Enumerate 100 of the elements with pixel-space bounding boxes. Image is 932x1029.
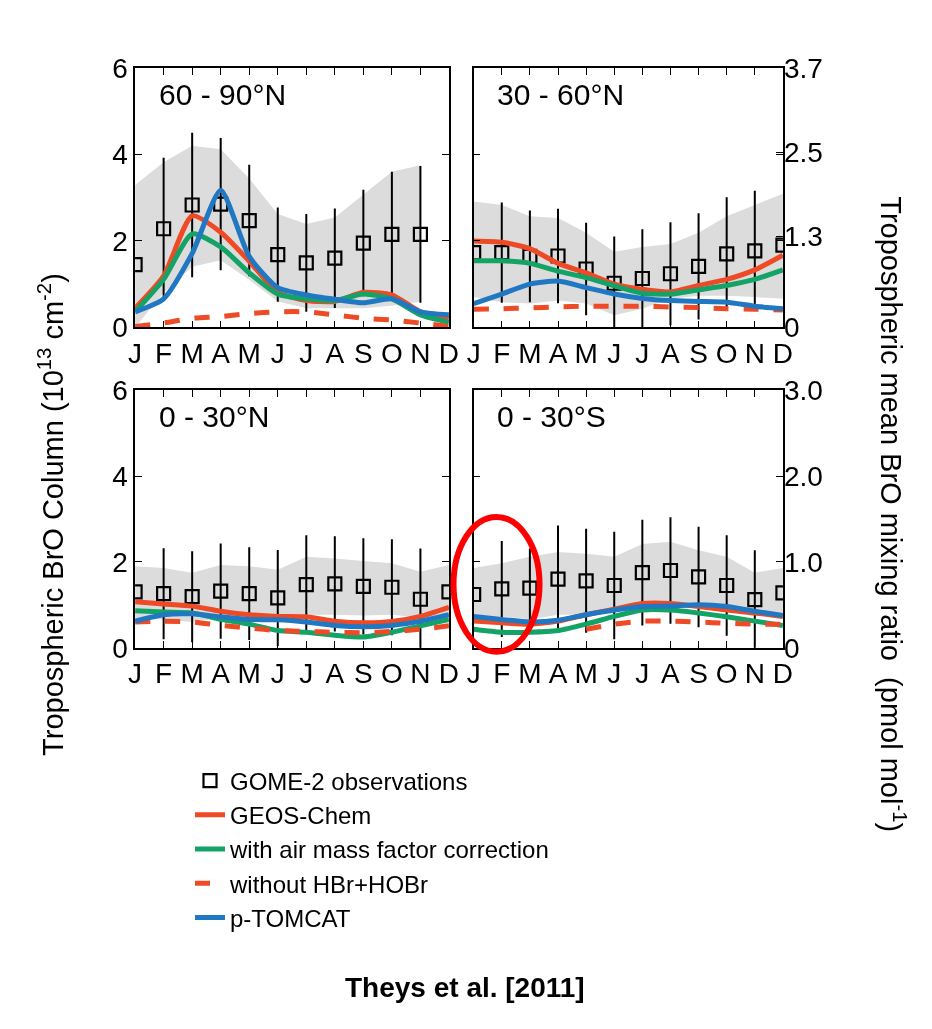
x-tick-label: M — [180, 337, 204, 369]
point — [578, 573, 594, 589]
y-tick-label: 6 — [112, 375, 128, 407]
point — [327, 576, 343, 592]
point — [719, 577, 735, 594]
chart-title: 0 - 30°N — [159, 400, 270, 433]
x-tick-label: A — [661, 337, 681, 369]
x-tick-label: M — [180, 658, 204, 690]
y-tick-label: 4 — [112, 139, 128, 171]
point — [494, 581, 510, 597]
point — [522, 580, 538, 596]
y-tick-label: 2 — [112, 546, 128, 578]
point — [606, 577, 622, 594]
point — [662, 266, 679, 282]
x-tick-label: O — [715, 337, 738, 369]
point — [355, 578, 371, 594]
point — [634, 270, 650, 287]
point — [384, 226, 400, 242]
point — [241, 586, 257, 602]
point — [690, 569, 707, 585]
x-tick-label: J — [466, 658, 481, 690]
x-tick-label: J — [607, 658, 622, 690]
x-tick-label: F — [155, 337, 173, 369]
x-tick-label: J — [635, 658, 650, 690]
point — [184, 197, 200, 213]
point — [606, 275, 622, 291]
x-tick-label: N — [410, 337, 431, 369]
x-tick-label: J — [466, 337, 481, 369]
legend-label: with air mass factor correction — [229, 836, 549, 864]
point — [719, 246, 735, 262]
x-tick-label: O — [380, 658, 403, 690]
point — [327, 250, 343, 266]
x-tick-label: S — [689, 658, 708, 690]
y-tick-label: 0 — [112, 312, 128, 344]
point — [270, 590, 286, 606]
point — [156, 586, 172, 602]
text: 3.7 — [783, 52, 823, 84]
text: Theys et al. [2011] — [345, 972, 585, 1003]
x-tick-label: M — [237, 658, 261, 690]
legend-label: GEOS-Chem — [230, 802, 372, 830]
y-tick-label: 0 — [112, 632, 128, 664]
x-tick-label: S — [354, 337, 373, 369]
x-tick-label: M — [518, 337, 542, 369]
y-tick-label: 4 — [112, 460, 128, 492]
text: 2.0 — [783, 460, 823, 492]
chart-title: 30 - 60°N — [497, 78, 625, 111]
y-tick-label: 2 — [112, 225, 128, 257]
x-tick-label: F — [493, 658, 511, 690]
point — [412, 226, 429, 242]
x-tick-label: J — [128, 658, 143, 690]
x-tick-label: J — [270, 658, 285, 690]
x-tick-label: S — [689, 337, 708, 369]
x-tick-label: M — [237, 337, 261, 369]
x-tick-label: M — [574, 337, 598, 369]
legend-label: p-TOMCAT — [230, 904, 351, 932]
x-tick-label: F — [493, 337, 511, 369]
point — [156, 221, 172, 237]
point — [634, 565, 650, 581]
x-tick-label: A — [661, 658, 681, 690]
point — [747, 592, 763, 608]
chart-title: 60 - 90°N — [159, 78, 287, 111]
point — [213, 583, 229, 599]
x-tick-label: A — [325, 658, 345, 690]
point — [384, 579, 400, 595]
point — [298, 577, 314, 593]
point — [690, 258, 707, 274]
point — [412, 591, 429, 607]
x-tick-label: A — [548, 658, 568, 690]
x-tick-label: J — [128, 337, 143, 369]
x-tick-label: J — [299, 337, 314, 369]
x-tick-label: N — [744, 658, 765, 690]
x-tick-label: J — [299, 658, 314, 690]
x-tick-label: N — [410, 658, 431, 690]
x-tick-label: S — [354, 658, 373, 690]
point — [298, 255, 314, 271]
point — [241, 212, 257, 229]
x-tick-label: A — [325, 337, 345, 369]
x-tick-label: A — [548, 337, 568, 369]
point — [355, 235, 371, 251]
x-tick-label: J — [607, 337, 622, 369]
x-tick-label: A — [211, 337, 231, 369]
x-tick-label: J — [635, 337, 650, 369]
x-tick-label: D — [438, 658, 460, 690]
x-tick-label: A — [211, 658, 231, 690]
x-tick-label: N — [744, 337, 765, 369]
chart-title: 0 - 30°S — [497, 400, 606, 433]
legend-label: without HBr+HOBr — [229, 870, 429, 898]
x-tick-label: M — [518, 658, 542, 690]
text: 1.3 — [783, 221, 823, 252]
text: 3.0 — [783, 375, 823, 407]
text: 2.5 — [783, 136, 823, 168]
point — [184, 589, 200, 605]
point — [270, 247, 286, 263]
x-tick-label: M — [574, 658, 598, 690]
text: 1.0 — [783, 546, 823, 578]
x-tick-label: F — [155, 658, 173, 690]
point — [747, 243, 763, 259]
x-tick-label: J — [270, 337, 285, 369]
point — [550, 571, 566, 587]
legend-label: GOME-2 observations — [230, 767, 468, 795]
